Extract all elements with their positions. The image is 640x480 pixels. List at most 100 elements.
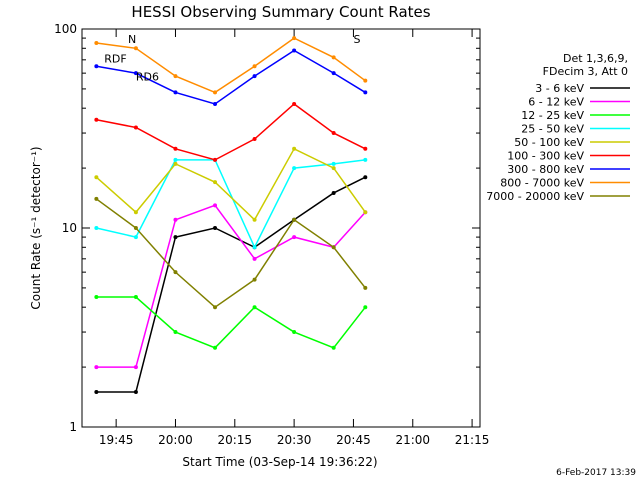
data-point [292, 166, 297, 171]
data-point [363, 90, 368, 95]
data-point [213, 180, 218, 185]
chart-title: HESSI Observing Summary Count Rates [131, 3, 430, 21]
data-point [292, 235, 297, 240]
series-4 [94, 146, 368, 222]
data-point [94, 226, 99, 230]
data-point [252, 277, 257, 282]
series-8 [94, 196, 368, 310]
series-line [96, 296, 366, 349]
series-line [96, 204, 366, 368]
data-point [363, 305, 368, 310]
data-point [331, 71, 336, 76]
data-point [213, 90, 218, 95]
data-point [173, 235, 178, 240]
annotation-label: N [128, 33, 136, 46]
data-point [363, 210, 368, 215]
data-point [133, 365, 138, 370]
data-point [252, 217, 257, 222]
series-7 [94, 36, 368, 95]
series-0 [94, 175, 368, 394]
data-point [94, 41, 99, 46]
legend-label: 100 - 300 keV [507, 150, 584, 163]
data-point [133, 210, 138, 215]
y-tick-label: 10 [62, 221, 77, 235]
x-tick-label: 19:45 [99, 433, 134, 447]
legend-label: 3 - 6 keV [535, 82, 584, 95]
data-point [173, 90, 178, 95]
data-point [331, 245, 336, 250]
data-point [94, 196, 99, 201]
data-point [292, 146, 297, 151]
axis-ticks: 19:45 20:00 20:15 20:30 20:45 21:00 21:15 1 10 10… [54, 22, 489, 447]
data-point [213, 305, 218, 310]
data-point [173, 217, 178, 222]
data-point [173, 74, 178, 79]
data-point [213, 203, 218, 208]
data-point [252, 305, 257, 310]
data-point [133, 226, 138, 230]
data-point [331, 161, 336, 166]
legend-header: Det 1,3,6,9, [563, 52, 628, 65]
annotation-label: RD6 [136, 71, 159, 84]
x-tick-label: 20:30 [277, 433, 312, 447]
data-point [292, 330, 297, 335]
data-point [363, 78, 368, 83]
data-point [94, 117, 99, 122]
data-point [331, 131, 336, 136]
x-tick-label: 20:45 [336, 433, 371, 447]
data-point [94, 64, 99, 69]
series-5 [94, 101, 368, 162]
legend-label: 12 - 25 keV [521, 109, 584, 122]
data-point [363, 157, 368, 162]
series-line [96, 37, 366, 94]
data-point [213, 226, 218, 230]
data-point [213, 101, 218, 106]
series-line [96, 103, 366, 161]
data-point [292, 36, 297, 41]
data-point [133, 295, 138, 300]
series-line [95, 198, 366, 309]
data-point [173, 157, 178, 162]
legend-label: 7000 - 20000 keV [486, 190, 584, 203]
data-point [252, 256, 257, 261]
timestamp: 6-Feb-2017 13:39 [556, 468, 636, 478]
series-2 [94, 295, 368, 350]
data-point [331, 55, 336, 60]
data-point [213, 157, 218, 162]
x-tick-label: 21:00 [395, 433, 430, 447]
data-point [252, 245, 257, 250]
series-line [96, 49, 366, 105]
x-tick-label: 20:15 [217, 433, 252, 447]
data-point [213, 345, 218, 350]
data-point [252, 137, 257, 142]
data-point [173, 161, 178, 166]
data-point [173, 330, 178, 335]
y-tick-label: 100 [54, 22, 77, 36]
data-point [363, 146, 368, 151]
series-6 [94, 48, 368, 106]
data-point [94, 175, 99, 180]
data-point [252, 64, 257, 69]
data-point [133, 389, 138, 394]
series-line [96, 176, 366, 393]
series-line [95, 147, 366, 221]
data-point [331, 166, 336, 171]
legend-header: FDecim 3, Att 0 [543, 65, 628, 78]
data-point [292, 217, 297, 222]
series-line [96, 159, 366, 250]
data-point [252, 74, 257, 79]
annotation-label: S [353, 33, 360, 46]
data-point [94, 295, 99, 300]
data-point [133, 235, 138, 240]
data-point [94, 389, 99, 394]
legend-label: 6 - 12 keV [528, 96, 584, 109]
legend-label: 300 - 800 keV [507, 163, 584, 176]
data-point [173, 146, 178, 151]
data-point [94, 365, 99, 370]
data-point [363, 285, 368, 290]
y-tick-label: 1 [69, 420, 77, 434]
legend-label: 800 - 7000 keV [500, 177, 584, 190]
